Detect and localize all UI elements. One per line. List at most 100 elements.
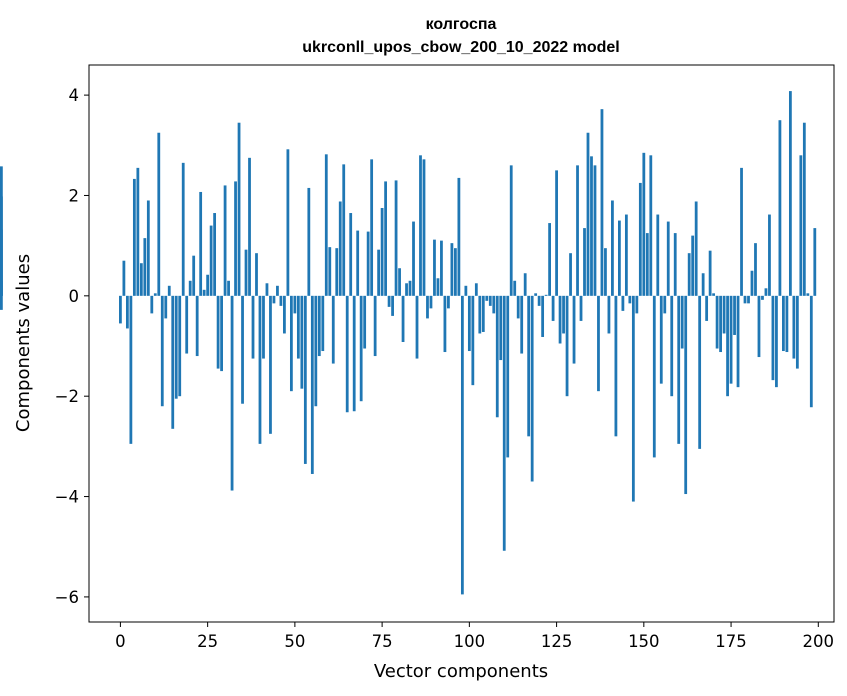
bar-136 (593, 165, 597, 296)
bar-181 (750, 270, 754, 296)
bar-158 (670, 295, 674, 397)
bar-170 (712, 293, 716, 296)
bar-204 (0, 280, 3, 296)
bar-183 (757, 295, 761, 358)
bar-196 (802, 122, 806, 296)
bar-51 (296, 295, 300, 359)
bar-132 (579, 295, 583, 321)
bar-169 (708, 250, 712, 296)
bar-22 (195, 295, 199, 357)
bar-21 (192, 255, 196, 296)
bar-168 (705, 295, 709, 321)
bar-17 (178, 295, 182, 397)
bar-68 (356, 230, 360, 296)
bar-75 (380, 208, 384, 296)
bar-24 (202, 289, 206, 296)
bar-137 (597, 295, 600, 392)
bar-82 (405, 283, 408, 296)
bar-60 (328, 247, 332, 296)
x-tick-label: 0 (115, 632, 126, 651)
bar-87 (422, 159, 426, 296)
bar-59 (324, 154, 328, 296)
bar-93 (443, 295, 447, 353)
bar-20 (188, 280, 192, 296)
bar-58 (321, 295, 325, 352)
bar-124 (551, 295, 555, 321)
bar-95 (450, 243, 454, 296)
bar-49 (289, 295, 293, 392)
bar-89 (429, 295, 433, 309)
bar-153 (652, 295, 656, 458)
x-tick-label: 100 (454, 632, 486, 651)
bar-177 (736, 295, 740, 388)
bar-157 (666, 221, 670, 296)
y-axis-ticks: −6 −4 −2 0 2 4 (55, 86, 89, 607)
bar-71 (366, 231, 370, 296)
bar-111 (506, 295, 510, 458)
chart-title: колгоспа (426, 16, 497, 33)
bar-147 (631, 295, 635, 502)
bar-32 (230, 295, 234, 491)
bar-133 (583, 228, 586, 296)
bar-3 (129, 295, 133, 444)
bar-165 (694, 201, 698, 296)
bar-38 (251, 295, 255, 359)
bar-23 (199, 191, 203, 296)
bar-63 (338, 201, 342, 296)
bar-53 (303, 295, 307, 464)
y-tick-label: 2 (69, 186, 80, 205)
bar-92 (440, 240, 443, 296)
bar-135 (590, 156, 593, 296)
bar-94 (447, 295, 450, 309)
bar-180 (747, 295, 750, 304)
bar-187 (771, 295, 775, 381)
bar-40 (258, 295, 262, 444)
bar-96 (454, 248, 457, 296)
bar-90 (433, 239, 436, 296)
bar-5 (136, 167, 140, 296)
bar-83 (408, 280, 412, 296)
bar-70 (363, 295, 367, 349)
bar-104 (481, 295, 485, 332)
bar-130 (572, 295, 576, 364)
bar-128 (565, 295, 569, 397)
bar-55 (310, 295, 314, 474)
y-tick-label: −4 (55, 488, 79, 507)
bar-81 (401, 295, 405, 342)
bar-19 (185, 295, 189, 354)
x-tick-label: 175 (715, 632, 747, 651)
bar-86 (419, 155, 422, 296)
x-tick-label: 25 (197, 632, 218, 651)
bar-41 (262, 295, 265, 359)
bar-76 (384, 181, 387, 296)
bar-103 (478, 295, 482, 334)
bar-116 (523, 273, 527, 296)
bar-191 (785, 295, 789, 353)
bar-88 (426, 295, 429, 319)
chart-subtitle: ukrconll_upos_cbow_200_10_2022 model (302, 39, 619, 56)
bar-97 (457, 177, 461, 296)
bar-39 (255, 253, 258, 296)
bar-162 (684, 295, 688, 495)
bar-35 (241, 295, 244, 404)
bar-62 (335, 248, 339, 296)
bar-33 (234, 181, 237, 296)
bar-146 (628, 295, 632, 304)
bar-156 (663, 295, 667, 314)
bar-102 (474, 283, 478, 296)
bar-197 (806, 293, 810, 296)
bar-15 (171, 295, 175, 429)
bar-127 (562, 295, 565, 334)
bar-61 (331, 295, 335, 364)
bar-31 (227, 280, 230, 296)
bar-120 (537, 295, 541, 306)
bar-109 (499, 295, 503, 361)
bar-112 (509, 165, 513, 296)
bar-54 (307, 187, 311, 296)
bar-152 (649, 155, 653, 296)
bar-176 (733, 295, 736, 335)
bar-195 (799, 155, 803, 296)
bar-50 (293, 295, 297, 314)
bar-172 (719, 295, 722, 353)
bar-52 (300, 295, 304, 389)
